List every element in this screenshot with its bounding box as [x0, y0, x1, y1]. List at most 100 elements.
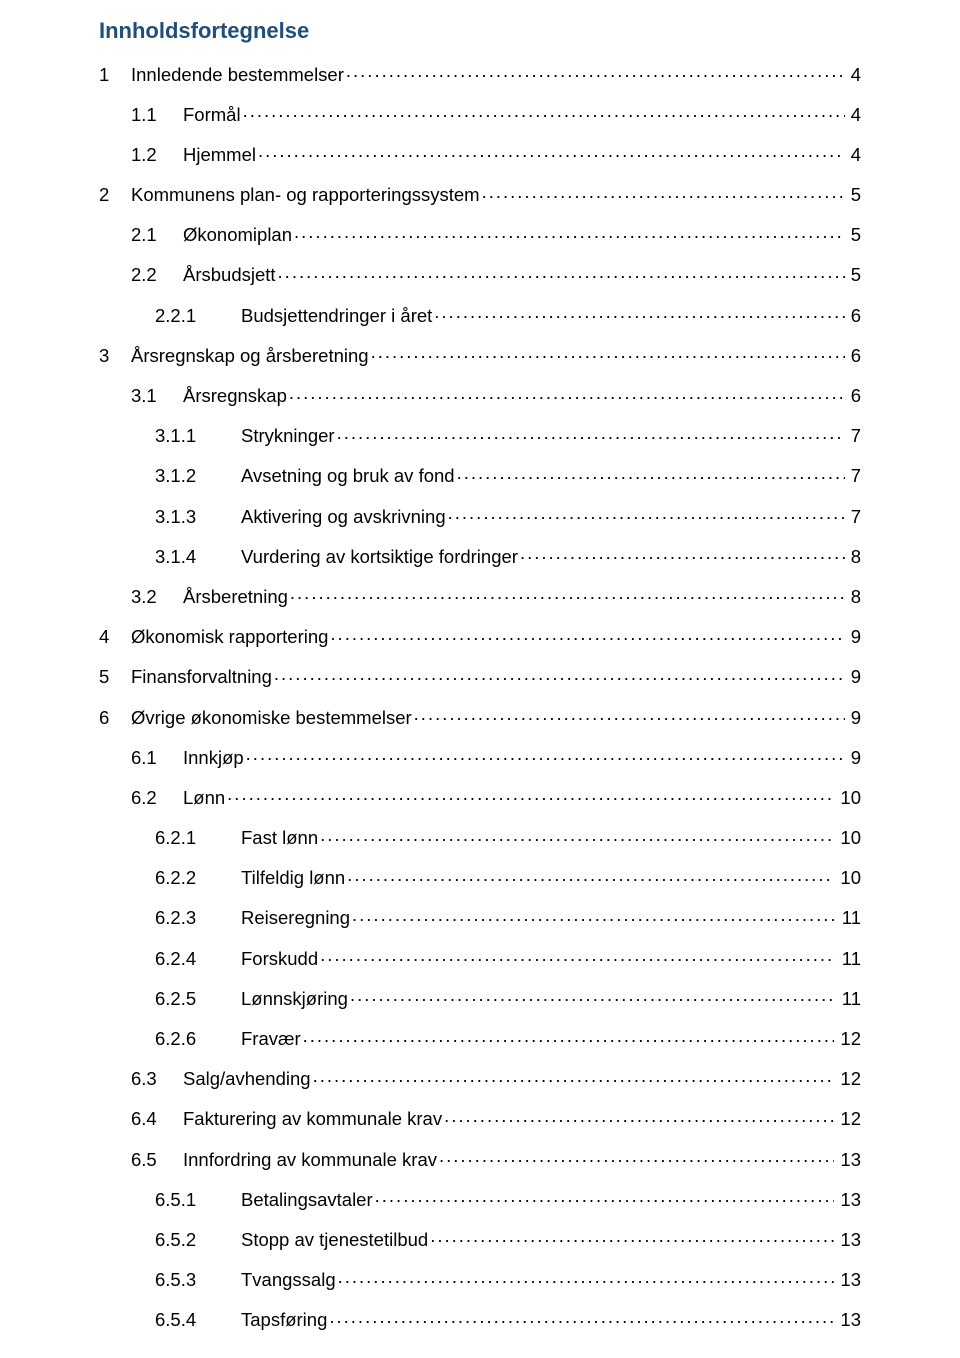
toc-number: 6.2 [131, 789, 183, 808]
toc-leader-dots [227, 785, 834, 804]
toc-page-number: 9 [847, 668, 861, 687]
toc-row[interactable]: 6.1Innkjøp9 [99, 745, 861, 767]
toc-label: Budsjettendringer i året [241, 307, 432, 326]
toc-row[interactable]: 5Finansforvaltning9 [99, 665, 861, 687]
toc-row[interactable]: 1Innledende bestemmelser 4 [99, 62, 861, 84]
toc-leader-dots [346, 62, 845, 81]
toc-leader-dots [246, 745, 845, 764]
toc-page-number: 11 [838, 909, 861, 928]
toc-page-number: 11 [838, 990, 861, 1009]
toc-page-number: 7 [847, 467, 861, 486]
toc-leader-dots [330, 625, 844, 644]
toc-leader-dots [444, 1107, 834, 1126]
toc-page-number: 5 [847, 266, 861, 285]
toc-leader-dots [482, 183, 845, 202]
toc-number: 3.1.3 [155, 508, 241, 527]
toc-row[interactable]: 2.2Årsbudsjett5 [99, 263, 861, 285]
toc-row[interactable]: 6.2.5Lønnskjøring11 [99, 986, 861, 1008]
toc-label: Hjemmel [183, 146, 256, 165]
toc-page-number: 13 [836, 1231, 861, 1250]
toc-row[interactable]: 6.5.2Stopp av tjenestetilbud13 [99, 1227, 861, 1249]
toc-label: Forskudd [241, 950, 318, 969]
toc-container: 1Innledende bestemmelser41.1Formål41.2Hj… [99, 62, 861, 1330]
toc-row[interactable]: 6.4Fakturering av kommunale krav12 [99, 1107, 861, 1129]
toc-row[interactable]: 3.1.3Aktivering og avskrivning7 [99, 504, 861, 526]
toc-row[interactable]: 2.1Økonomiplan5 [99, 223, 861, 245]
toc-row[interactable]: 6.2Lønn10 [99, 785, 861, 807]
toc-row[interactable]: 6.3Salg/avhending12 [99, 1067, 861, 1089]
toc-page-number: 4 [847, 146, 861, 165]
toc-page-number: 13 [836, 1151, 861, 1170]
toc-number: 2 [99, 186, 131, 205]
toc-row[interactable]: 6.5.1Betalingsavtaler13 [99, 1187, 861, 1209]
toc-number: 6.2.5 [155, 990, 241, 1009]
toc-number: 3.1 [131, 387, 183, 406]
toc-leader-dots [434, 303, 844, 322]
toc-number: 1.2 [131, 146, 183, 165]
toc-row[interactable]: 4Økonomisk rapportering9 [99, 625, 861, 647]
toc-page-number: 4 [847, 106, 861, 125]
toc-row[interactable]: 6Øvrige økonomiske bestemmelser9 [99, 705, 861, 727]
toc-row[interactable]: 3.1.4Vurdering av kortsiktige fordringer… [99, 544, 861, 566]
toc-number: 6.2.4 [155, 950, 241, 969]
toc-page-number: 12 [836, 1030, 861, 1049]
toc-label: Økonomisk rapportering [131, 628, 328, 647]
toc-number: 2.2.1 [155, 307, 241, 326]
toc-label: Innfordring av kommunale krav [183, 1151, 437, 1170]
toc-page-number: 7 [847, 508, 861, 527]
toc-leader-dots [347, 866, 834, 885]
toc-number: 6.1 [131, 749, 183, 768]
toc-label: Innkjøp [183, 749, 244, 768]
toc-page-number: 9 [847, 628, 861, 647]
toc-leader-dots [338, 1268, 835, 1287]
toc-row[interactable]: 6.5.3Tvangssalg13 [99, 1268, 861, 1290]
toc-leader-dots [329, 1308, 834, 1327]
toc-row[interactable]: 6.2.1Fast lønn10 [99, 826, 861, 848]
toc-number: 3.1.4 [155, 548, 241, 567]
toc-leader-dots [448, 504, 845, 523]
toc-number: 6.5.4 [155, 1311, 241, 1330]
toc-row[interactable]: 6.2.3Reiseregning11 [99, 906, 861, 928]
toc-leader-dots [439, 1147, 834, 1166]
toc-number: 6.5 [131, 1151, 183, 1170]
toc-number: 2.1 [131, 226, 183, 245]
toc-row[interactable]: 3Årsregnskap og årsberetning 6 [99, 343, 861, 365]
toc-page-number: 7 [847, 427, 861, 446]
toc-leader-dots [278, 263, 845, 282]
toc-page-number: 13 [836, 1271, 861, 1290]
toc-row[interactable]: 6.2.2Tilfeldig lønn10 [99, 866, 861, 888]
toc-row[interactable]: 3.1Årsregnskap6 [99, 384, 861, 406]
toc-leader-dots [350, 986, 836, 1005]
toc-row[interactable]: 3.1.2Avsetning og bruk av fond7 [99, 464, 861, 486]
toc-page-number: 5 [847, 226, 861, 245]
toc-label: Fakturering av kommunale krav [183, 1110, 442, 1129]
toc-page-number: 4 [847, 66, 861, 85]
toc-row[interactable]: 1.2Hjemmel 4 [99, 142, 861, 164]
toc-number: 6.2.1 [155, 829, 241, 848]
toc-label: Tilfeldig lønn [241, 869, 345, 888]
toc-row[interactable]: 6.2.6Fravær12 [99, 1027, 861, 1049]
toc-row[interactable]: 1.1Formål4 [99, 102, 861, 124]
toc-label: Tapsføring [241, 1311, 327, 1330]
toc-row[interactable]: 6.5Innfordring av kommunale krav 13 [99, 1147, 861, 1169]
toc-page-number: 13 [836, 1191, 861, 1210]
toc-number: 3.1.1 [155, 427, 241, 446]
toc-label: Innledende bestemmelser [131, 66, 344, 85]
toc-label: Tvangssalg [241, 1271, 336, 1290]
toc-row[interactable]: 2Kommunens plan- og rapporteringssystem5 [99, 183, 861, 205]
toc-number: 1 [99, 66, 131, 85]
toc-label: Stopp av tjenestetilbud [241, 1231, 428, 1250]
toc-page-number: 8 [847, 588, 861, 607]
toc-row[interactable]: 3.1.1Strykninger7 [99, 424, 861, 446]
toc-row[interactable]: 6.2.4Forskudd11 [99, 946, 861, 968]
toc-label: Formål [183, 106, 241, 125]
toc-number: 3 [99, 347, 131, 366]
toc-leader-dots [320, 946, 836, 965]
toc-row[interactable]: 6.5.4Tapsføring13 [99, 1308, 861, 1330]
toc-row[interactable]: 3.2Årsberetning8 [99, 584, 861, 606]
toc-row[interactable]: 2.2.1Budsjettendringer i året6 [99, 303, 861, 325]
toc-page-number: 6 [847, 347, 861, 366]
toc-label: Årsregnskap og årsberetning [131, 347, 369, 366]
toc-number: 6 [99, 709, 131, 728]
toc-leader-dots [520, 544, 845, 563]
